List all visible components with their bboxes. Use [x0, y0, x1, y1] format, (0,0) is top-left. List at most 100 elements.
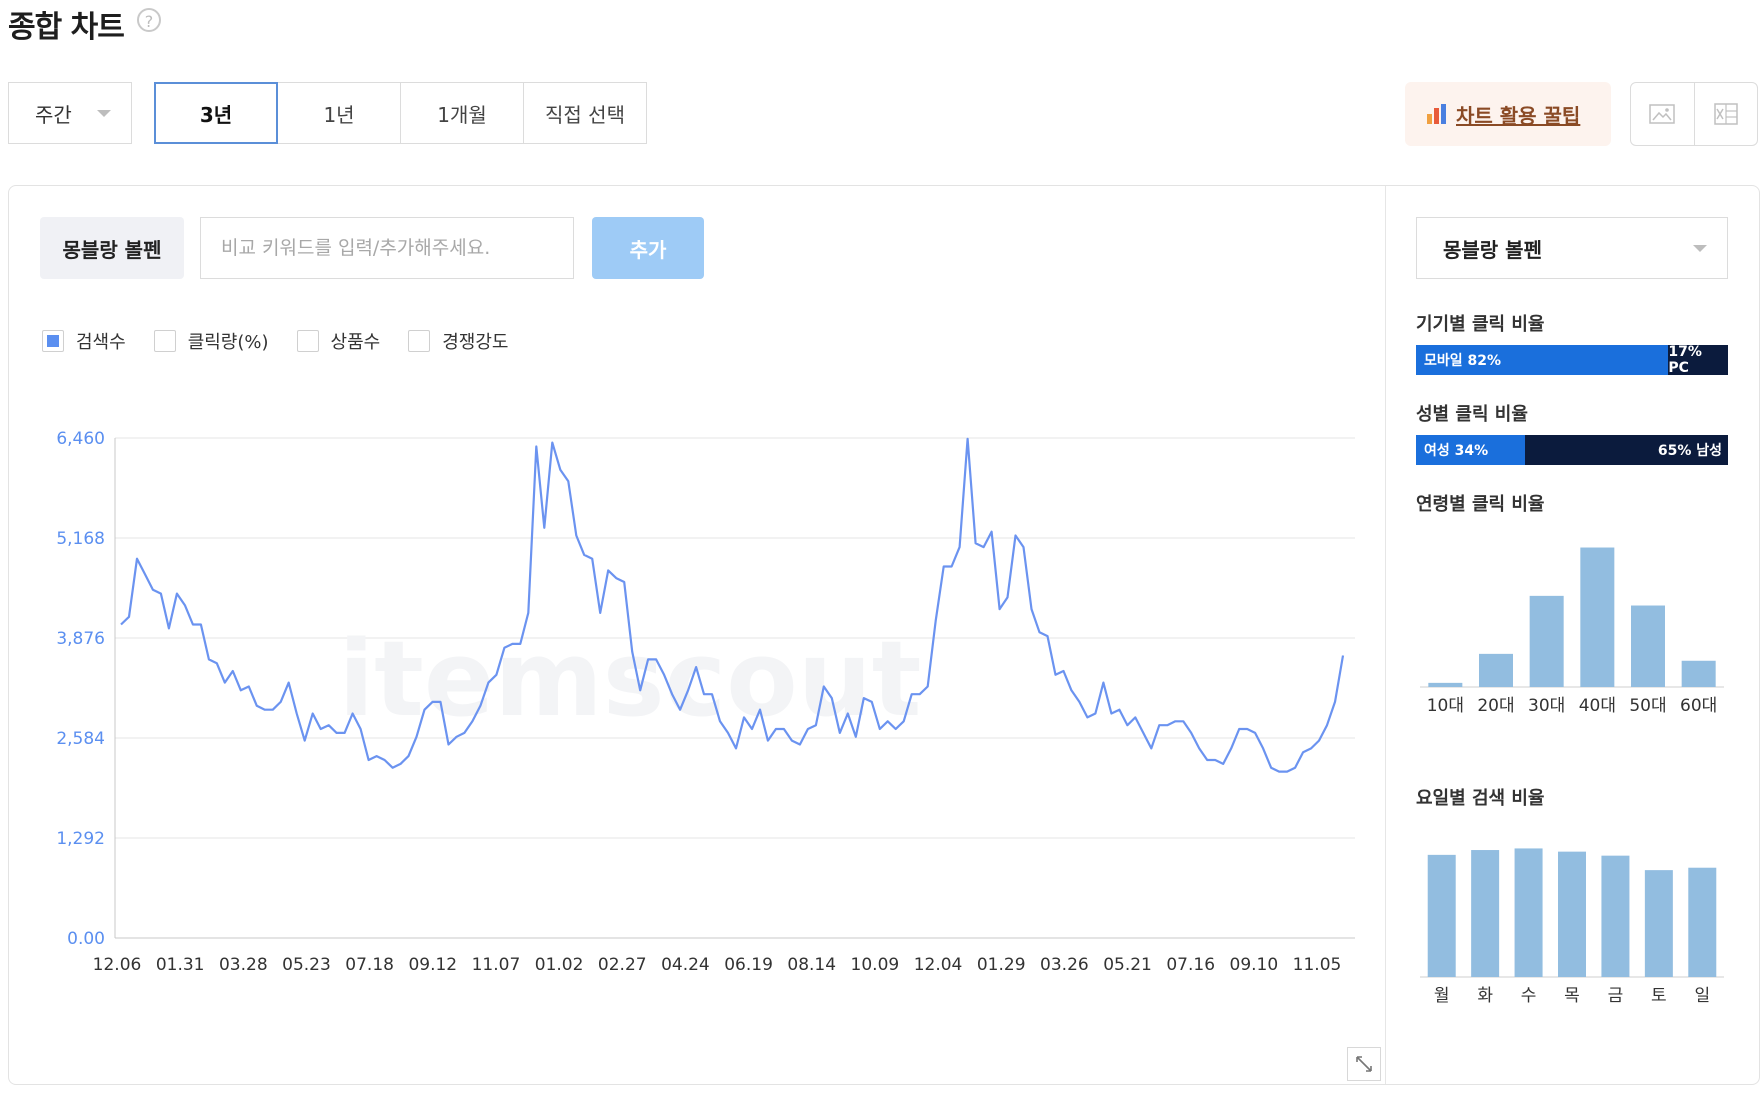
- mobile-ratio-label: 모바일 82%: [1424, 353, 1502, 369]
- bar: [1681, 660, 1716, 687]
- export-buttons: [1630, 82, 1758, 146]
- bar: [1580, 547, 1615, 687]
- age-ratio-chart: 10대 20대 30대 40대 50대 60대: [1420, 547, 1724, 716]
- gender-ratio-title: 성별 클릭 비율: [1416, 404, 1528, 425]
- gender-ratio-bar: 여성 34% 65% 남성: [1416, 435, 1728, 465]
- bar-label: 40대: [1579, 696, 1616, 716]
- weekday-ratio-title: 요일별 검색 비율: [1416, 788, 1545, 809]
- page-title: 종합 차트: [8, 10, 125, 45]
- x-tick-label: 01.31: [156, 955, 205, 975]
- excel-download-button[interactable]: [1693, 83, 1758, 145]
- checkbox[interactable]: [153, 330, 176, 352]
- checkbox[interactable]: [42, 330, 64, 352]
- legend-label: 상품수: [330, 332, 381, 353]
- question-circle-icon[interactable]: ?: [137, 8, 161, 32]
- panel-divider: [1385, 186, 1386, 1084]
- age-ratio-title: 연령별 클릭 비율: [1416, 494, 1545, 515]
- chart-tips-button[interactable]: 차트 활용 꿀팁: [1405, 82, 1611, 146]
- x-tick-label: 07.18: [345, 955, 394, 975]
- excel-download-icon: [1714, 103, 1738, 125]
- male-ratio: 65% 남성: [1525, 435, 1728, 465]
- expand-button[interactable]: [1347, 1047, 1381, 1081]
- add-keyword-button[interactable]: 추가: [592, 217, 704, 279]
- bar: [1644, 870, 1673, 977]
- period-select-value: 주간: [35, 102, 72, 127]
- tab-3-years[interactable]: 3년: [154, 82, 278, 144]
- bar-label: 월: [1434, 986, 1450, 1006]
- bar-chart-icon: [1427, 104, 1446, 124]
- checkbox[interactable]: [408, 330, 431, 352]
- device-ratio-bar: 모바일 82% 17% PC: [1416, 344, 1728, 376]
- male-ratio-label: 65% 남성: [1657, 443, 1722, 459]
- y-tick-label: 1,292: [56, 829, 105, 849]
- bar-label: 금: [1608, 986, 1624, 1006]
- series-line-search-count: [120, 437, 1345, 773]
- y-tick-label: 3,876: [56, 629, 105, 649]
- tab-1-month[interactable]: 1개월: [400, 82, 524, 144]
- bar-label: 20대: [1477, 696, 1514, 716]
- compare-keyword-input[interactable]: [200, 217, 574, 279]
- bar-label: 일: [1694, 986, 1710, 1006]
- legend-item-click-rate[interactable]: 클릭량(%): [153, 328, 269, 354]
- image-download-icon: [1649, 104, 1675, 124]
- bar: [1428, 682, 1463, 687]
- y-tick-label: 5,168: [56, 529, 105, 549]
- chevron-down-icon: [1693, 245, 1707, 252]
- x-tick-label: 05.23: [282, 955, 331, 975]
- x-tick-label: 11.05: [1293, 955, 1342, 975]
- bar-label: 토: [1651, 986, 1667, 1006]
- pc-ratio: 17% PC: [1668, 344, 1728, 376]
- chart-tips-label: 차트 활용 꿀팁: [1456, 103, 1581, 128]
- bar-label: 화: [1477, 986, 1493, 1006]
- x-tick-label: 03.28: [219, 955, 268, 975]
- image-download-button[interactable]: [1631, 83, 1694, 145]
- period-select[interactable]: 주간: [8, 82, 132, 144]
- legend-item-search-count[interactable]: 검색수: [42, 328, 126, 354]
- y-tick-label: 2,584: [56, 729, 105, 749]
- bar: [1514, 848, 1543, 977]
- female-ratio: 여성 34%: [1416, 435, 1526, 465]
- bar: [1471, 850, 1500, 977]
- keyword-select-value: 몽블랑 볼펜: [1443, 237, 1542, 262]
- x-tick-label: 12.06: [93, 955, 142, 975]
- x-tick-label: 02.27: [598, 955, 647, 975]
- x-tick-label: 05.21: [1103, 955, 1152, 975]
- keyword-chip[interactable]: 몽블랑 볼펜: [40, 217, 184, 279]
- x-tick-label: 01.02: [535, 955, 584, 975]
- bar: [1479, 653, 1513, 687]
- keyword-select[interactable]: 몽블랑 볼펜: [1416, 217, 1728, 279]
- checkbox[interactable]: [296, 330, 319, 352]
- x-tick-label: 04.24: [661, 955, 710, 975]
- x-tick-label: 10.09: [851, 955, 900, 975]
- x-tick-label: 12.04: [914, 955, 963, 975]
- x-tick-label: 07.16: [1166, 955, 1215, 975]
- female-ratio-label: 여성 34%: [1424, 443, 1489, 459]
- bar: [1558, 851, 1586, 977]
- bar: [1631, 605, 1665, 687]
- tab-1-year[interactable]: 1년: [277, 82, 401, 144]
- x-tick-label: 11.07: [472, 955, 521, 975]
- bar-label: 10대: [1427, 696, 1464, 716]
- x-tick-label: 09.12: [408, 955, 457, 975]
- x-tick-label: 09.10: [1230, 955, 1279, 975]
- bar-label: 60대: [1680, 696, 1717, 716]
- legend-label: 클릭량(%): [187, 332, 269, 353]
- search-trend-chart: itemscout 0.001,2922,5843,8765,1686,460 …: [56, 429, 1355, 975]
- device-ratio-title: 기기별 클릭 비율: [1416, 314, 1545, 335]
- chart-panel: [8, 185, 1760, 1085]
- x-tick-label: 03.26: [1040, 955, 1089, 975]
- legend-item-competition[interactable]: 경쟁강도: [408, 328, 508, 354]
- bar-label: 수: [1521, 986, 1537, 1006]
- period-tabs: 3년 1년 1개월 직접 선택: [154, 82, 647, 144]
- bar-label: 30대: [1528, 696, 1565, 716]
- tab-custom-range[interactable]: 직접 선택: [523, 82, 647, 144]
- bar: [1529, 595, 1564, 687]
- legend-item-product-count[interactable]: 상품수: [296, 328, 381, 354]
- x-tick-label: 06.19: [724, 955, 773, 975]
- bar: [1688, 867, 1717, 977]
- chart-legend: 검색수 클릭량(%) 상품수 경쟁강도: [42, 328, 536, 354]
- pc-ratio-label: 17% PC: [1668, 344, 1702, 376]
- legend-label: 경쟁강도: [442, 332, 509, 353]
- legend-label: 검색수: [76, 332, 126, 353]
